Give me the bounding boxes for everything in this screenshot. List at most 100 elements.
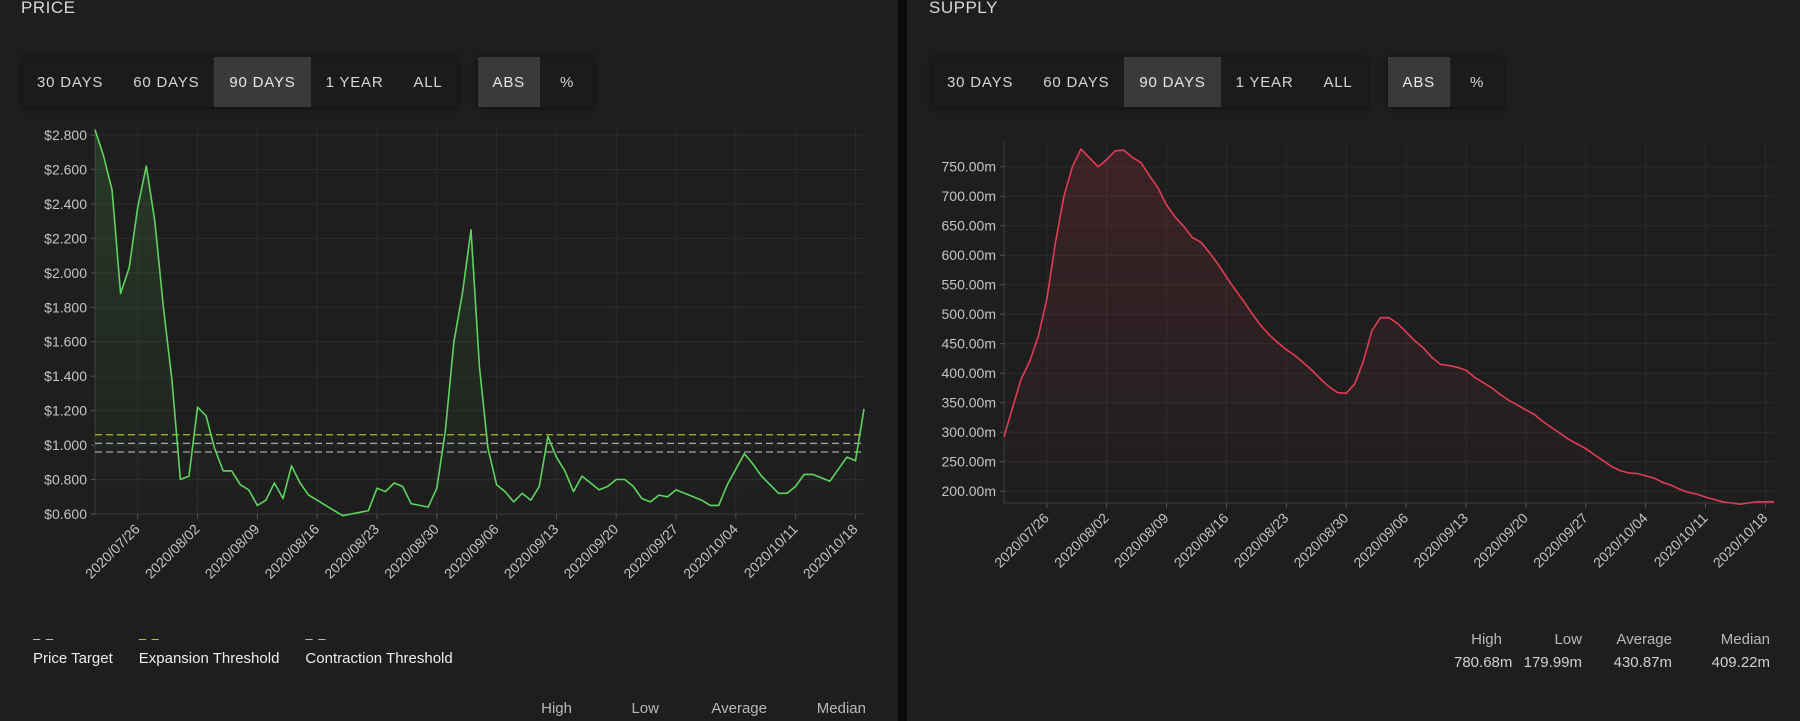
legend-item-contraction-threshold: – – Contraction Threshold [305,631,453,668]
supply-x-tick-label: 2020/08/02 [1051,510,1112,571]
supply-x-tick-label: 2020/10/11 [1651,510,1711,570]
price-y-tick-label: $2.000 [44,265,87,281]
supply-stat-high-label: High [1471,631,1502,648]
supply-y-tick-label: 750.00m [942,159,996,175]
price-range-60-days-button[interactable]: 60 DAYS [133,73,200,91]
price-x-tick-label: 2020/08/09 [202,521,263,582]
price-chart: $0.600 $0.800 $1.000 $1.200 $1.400 $1.600 $1.8… [44,127,865,582]
price-x-tick-label: 2020/09/20 [560,521,621,582]
price-x-tick-label: 2020/10/18 [800,521,861,582]
supply-y-tick-label: 450.00m [942,336,996,352]
price-area-fill [95,129,864,516]
price-stat-average: Average [659,700,767,717]
price-y-tick-label: $0.600 [44,506,87,522]
supply-y-tick-label: 500.00m [942,306,996,322]
supply-range-30-days-button[interactable]: 30 DAYS [947,73,1014,91]
supply-x-tick-label: 2020/09/06 [1350,510,1411,571]
supply-chart: 200.00m 250.00m 300.00m 350.00m 400.00m 450.0… [942,141,1774,571]
supply-stat-average-value: 430.87m [1613,654,1672,671]
supply-stat-average-label: Average [1616,631,1672,648]
legend-swatch-price-target: – – [33,631,55,646]
legend-label-contraction-threshold: Contraction Threshold [305,650,453,667]
price-x-tick-label: 2020/08/23 [321,521,382,582]
price-panel: PRICE 30 DAYS 60 DAYS 90 DAYS 1 YEAR ALL… [0,0,898,721]
price-stat-high: High [538,700,572,717]
price-x-tick-label: 2020/09/27 [620,521,681,582]
price-x-tick-label: 2020/09/13 [501,521,562,582]
panel-divider [898,0,907,721]
supply-controls: 30 DAYS 60 DAYS 90 DAYS 1 YEAR ALL ABS % [932,57,1505,107]
supply-range-90-days-button[interactable]: 90 DAYS [1124,57,1221,107]
supply-y-tick-label: 250.00m [942,454,996,470]
price-stat-low: Low [572,700,659,717]
supply-title: SUPPLY [929,0,998,17]
price-stat-high-label: High [541,700,572,717]
supply-stat-median-value: 409.22m [1711,654,1770,671]
price-y-tick-label: $1.400 [44,368,87,384]
price-stat-average-label: Average [711,700,767,717]
supply-range-60-days-button[interactable]: 60 DAYS [1043,73,1110,91]
supply-series-line [1003,148,1774,505]
price-range-group: 30 DAYS 60 DAYS 90 DAYS 1 YEAR ALL [22,57,458,107]
supply-range-group: 30 DAYS 60 DAYS 90 DAYS 1 YEAR ALL [932,57,1368,107]
supply-x-tick-label: 2020/10/18 [1710,510,1771,571]
supply-y-tick-label: 350.00m [942,395,996,411]
price-mode-group: ABS % [477,57,595,107]
price-x-tick-label: 2020/10/11 [741,521,801,581]
price-legend: – – Price Target – – Expansion Threshold… [33,631,479,668]
supply-stat-median: Median 409.22m [1672,631,1770,671]
price-stats: High Low Average Median [538,700,866,717]
price-range-1-year-button[interactable]: 1 YEAR [325,73,384,91]
price-range-all-button[interactable]: ALL [413,73,443,91]
legend-item-expansion-threshold: – – Expansion Threshold [138,631,280,668]
price-stat-low-label: Low [631,700,659,717]
price-controls: 30 DAYS 60 DAYS 90 DAYS 1 YEAR ALL ABS % [22,57,595,107]
supply-x-tick-label: 2020/09/20 [1470,510,1531,571]
supply-x-tick-label: 2020/08/09 [1111,510,1172,571]
price-y-tick-label: $2.800 [44,127,87,143]
supply-y-tick-label: 200.00m [942,483,996,499]
supply-mode-percent-button[interactable]: % [1469,73,1485,91]
price-y-tick-label: $2.200 [44,230,87,246]
supply-stat-low: Low 179.99m [1502,631,1582,671]
supply-range-1-year-button[interactable]: 1 YEAR [1235,73,1294,91]
price-series-line [94,129,865,517]
supply-x-tick-label: 2020/07/26 [991,510,1052,571]
supply-mode-abs-button[interactable]: ABS [1387,57,1450,107]
legend-item-price-target: – – Price Target [33,631,113,668]
supply-x-tick-label: 2020/10/04 [1590,510,1651,571]
price-y-tick-label: $0.800 [44,472,87,488]
price-y-tick-label: $2.600 [44,161,87,177]
legend-label-expansion-threshold: Expansion Threshold [138,650,280,667]
price-y-tick-label: $1.800 [44,299,87,315]
price-x-tick-label: 2020/08/30 [381,521,442,582]
supply-mode-group: ABS % [1387,57,1505,107]
price-mode-abs-button[interactable]: ABS [477,57,540,107]
price-title: PRICE [21,0,76,17]
price-x-tick-label: 2020/09/06 [441,521,502,582]
supply-stat-average: Average 430.87m [1582,631,1672,671]
price-range-30-days-button[interactable]: 30 DAYS [37,73,104,91]
price-y-tick-label: $1.200 [44,403,87,419]
supply-x-tick-label: 2020/09/27 [1530,510,1591,571]
supply-stat-high: High 780.68m [1454,631,1513,671]
price-x-tick-label: 2020/10/04 [680,521,741,582]
price-mode-percent-button[interactable]: % [559,73,575,91]
supply-x-tick-label: 2020/08/30 [1290,510,1351,571]
supply-stat-low-label: Low [1554,631,1582,648]
supply-stat-low-value: 179.99m [1523,654,1582,671]
legend-swatch-expansion-threshold: – – [138,631,160,646]
price-stat-median-label: Median [816,700,866,717]
legend-swatch-contraction-threshold: – – [305,631,327,646]
supply-stat-high-value: 780.68m [1454,654,1513,671]
supply-panel: SUPPLY 30 DAYS 60 DAYS 90 DAYS 1 YEAR AL… [907,0,1800,721]
supply-y-tick-label: 650.00m [942,218,996,234]
supply-range-all-button[interactable]: ALL [1323,73,1353,91]
price-y-tick-label: $1.600 [44,334,87,350]
supply-y-tick-label: 700.00m [942,188,996,204]
supply-y-tick-label: 300.00m [942,424,996,440]
price-x-tick-label: 2020/08/16 [261,521,322,582]
price-x-tick-label: 2020/07/26 [82,521,143,582]
price-range-90-days-button[interactable]: 90 DAYS [214,57,311,107]
price-stat-median: Median [767,700,866,717]
